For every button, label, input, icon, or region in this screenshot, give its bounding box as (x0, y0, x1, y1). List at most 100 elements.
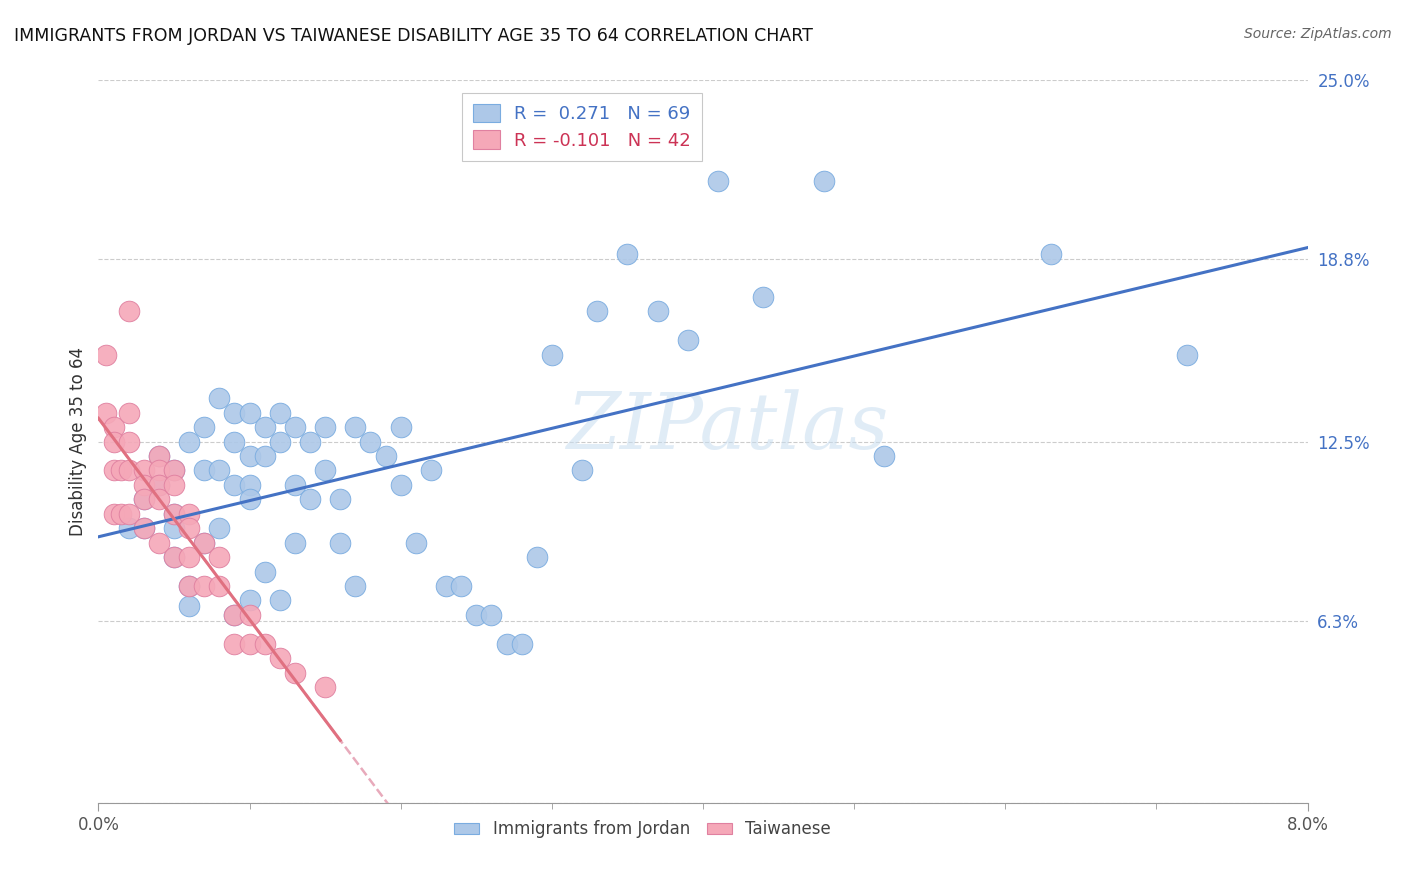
Point (132, 492, 155, 507)
Point (193, 535, 215, 549)
Point (284, 420, 307, 434)
Point (571, 463, 593, 477)
Point (163, 521, 186, 535)
Point (163, 463, 186, 477)
Point (208, 391, 231, 405)
Point (179, 507, 201, 521)
Point (118, 507, 141, 521)
Point (284, 665, 307, 680)
Point (132, 521, 155, 535)
Point (224, 607, 246, 622)
Point (1175, 348, 1198, 362)
Point (314, 680, 336, 694)
Point (269, 406, 291, 420)
Point (299, 434, 322, 449)
Point (208, 550, 231, 565)
Point (132, 463, 155, 477)
Point (94, 348, 117, 362)
Point (208, 579, 231, 593)
Point (132, 521, 155, 535)
Point (148, 449, 170, 463)
Point (269, 593, 291, 607)
Point (118, 463, 141, 477)
Point (344, 579, 367, 593)
Point (193, 579, 215, 593)
Point (239, 593, 262, 607)
Point (103, 434, 125, 449)
Point (148, 492, 170, 507)
Point (148, 478, 170, 492)
Point (465, 607, 488, 622)
Point (148, 463, 170, 477)
Point (224, 434, 246, 449)
Point (434, 579, 457, 593)
Point (224, 406, 246, 420)
Point (389, 420, 412, 434)
Point (132, 478, 155, 492)
Point (314, 420, 336, 434)
Point (163, 507, 186, 521)
Point (269, 651, 291, 665)
Point (284, 535, 307, 549)
Point (193, 463, 215, 477)
Point (526, 550, 548, 565)
Point (94, 406, 117, 420)
Point (224, 478, 246, 492)
Point (118, 406, 141, 420)
Point (253, 449, 276, 463)
Point (647, 304, 669, 318)
Point (179, 521, 201, 535)
Text: IMMIGRANTS FROM JORDAN VS TAIWANESE DISABILITY AGE 35 TO 64 CORRELATION CHART: IMMIGRANTS FROM JORDAN VS TAIWANESE DISA… (14, 27, 813, 45)
Point (132, 492, 155, 507)
Point (118, 521, 141, 535)
Point (148, 535, 170, 549)
Point (481, 607, 503, 622)
Point (253, 565, 276, 579)
Point (163, 550, 186, 565)
Point (148, 449, 170, 463)
Point (329, 492, 352, 507)
Point (420, 463, 443, 477)
Point (163, 463, 186, 477)
Text: Source: ZipAtlas.com: Source: ZipAtlas.com (1244, 27, 1392, 41)
Point (110, 463, 132, 477)
Point (118, 304, 141, 318)
Point (752, 290, 775, 304)
Point (344, 420, 367, 434)
Point (118, 434, 141, 449)
Point (253, 637, 276, 651)
Point (103, 507, 125, 521)
Point (495, 637, 517, 651)
Point (314, 463, 336, 477)
Point (239, 449, 262, 463)
Point (873, 449, 896, 463)
Point (179, 599, 201, 614)
Point (374, 449, 396, 463)
Text: ZIPatlas: ZIPatlas (567, 389, 889, 466)
Point (193, 420, 215, 434)
Point (540, 348, 562, 362)
Point (405, 535, 427, 549)
Point (179, 434, 201, 449)
Point (163, 550, 186, 565)
Point (269, 434, 291, 449)
Point (707, 174, 730, 188)
Point (193, 535, 215, 549)
Point (179, 550, 201, 565)
Point (148, 478, 170, 492)
Point (616, 246, 638, 260)
Point (239, 406, 262, 420)
Point (360, 434, 382, 449)
Point (208, 521, 231, 535)
Point (284, 478, 307, 492)
Point (239, 478, 262, 492)
Point (110, 507, 132, 521)
Point (239, 637, 262, 651)
Point (1039, 246, 1062, 260)
Point (510, 637, 533, 651)
Point (224, 607, 246, 622)
Point (179, 579, 201, 593)
Point (103, 463, 125, 477)
Point (239, 492, 262, 507)
Legend: Immigrants from Jordan, Taiwanese: Immigrants from Jordan, Taiwanese (447, 814, 838, 845)
